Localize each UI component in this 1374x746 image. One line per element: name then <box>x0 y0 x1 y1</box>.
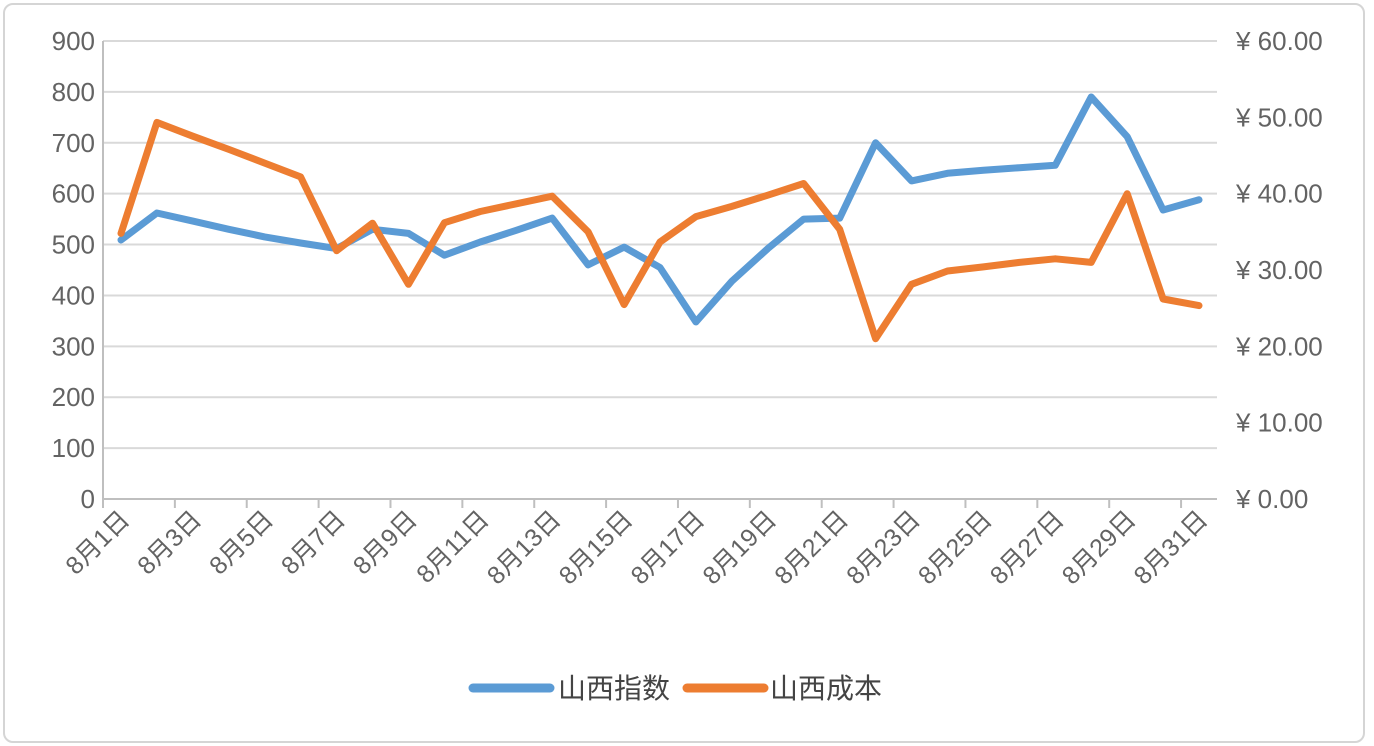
right-axis-tick-label: ¥ 60.00 <box>1235 26 1323 56</box>
left-axis-labels: 0 100 200 300 400 500 600 700 800 900 <box>52 26 95 514</box>
series-lines-group <box>117 93 1203 343</box>
series-line-index <box>117 93 1203 326</box>
x-axis-tick-label: 8月19日 <box>697 505 782 590</box>
right-axis-tick-label: ¥ 40.00 <box>1235 179 1323 209</box>
x-axis-tick-label: 8月1日 <box>60 505 135 580</box>
x-axis-tick-label: 8月25日 <box>913 505 998 590</box>
axes-group <box>102 41 1217 508</box>
x-axis-tick-label: 8月29日 <box>1057 505 1142 590</box>
x-axis-tick-label: 8月15日 <box>554 505 639 590</box>
right-axis-tick-label: ¥ 30.00 <box>1235 255 1323 285</box>
left-axis-tick-label: 900 <box>52 26 95 56</box>
x-axis-tick-label: 8月21日 <box>769 505 854 590</box>
left-axis-tick-label: 700 <box>52 128 95 158</box>
x-axis-tick-label: 8月5日 <box>204 505 279 580</box>
x-axis-tick-label: 8月31日 <box>1129 505 1214 590</box>
x-axis-labels: 8月1日8月3日8月5日8月7日8月9日8月11日8月13日8月15日8月17日… <box>60 505 1213 590</box>
left-axis-tick-label: 100 <box>52 433 95 463</box>
x-axis-tick-label: 8月27日 <box>985 505 1070 590</box>
legend-label-cost: 山西成本 <box>770 673 882 704</box>
right-axis-tick-label: ¥ 20.00 <box>1235 331 1323 361</box>
legend-label-index: 山西指数 <box>558 673 670 704</box>
chart-frame-border <box>3 3 1365 743</box>
x-axis-tick-label: 8月13日 <box>482 505 567 590</box>
left-axis-tick-label: 800 <box>52 77 95 107</box>
x-axis-tick-label: 8月17日 <box>626 505 711 590</box>
right-axis-labels: ¥ 0.00 ¥ 10.00 ¥ 20.00 ¥ 30.00 ¥ 40.00 ¥ 50.0… <box>1235 26 1323 514</box>
right-axis-tick-label: ¥ 10.00 <box>1235 408 1323 438</box>
left-axis-tick-label: 300 <box>52 331 95 361</box>
left-axis-tick-label: 200 <box>52 382 95 412</box>
right-axis-tick-label: ¥ 50.00 <box>1235 102 1323 132</box>
legend: 山西指数 山西成本 <box>468 673 882 704</box>
x-axis-tick-label: 8月23日 <box>841 505 926 590</box>
x-axis-tick-label: 8月3日 <box>132 505 207 580</box>
gridlines-group <box>103 40 1217 450</box>
left-axis-tick-label: 0 <box>81 484 95 514</box>
left-axis-tick-label: 500 <box>52 230 95 260</box>
left-axis-tick-label: 400 <box>52 280 95 310</box>
left-axis-tick-label: 600 <box>52 179 95 209</box>
x-axis-tick-label: 8月7日 <box>276 505 351 580</box>
x-axis-tick-label: 8月11日 <box>411 505 494 588</box>
series-line-cost <box>117 118 1203 343</box>
right-axis-tick-label: ¥ 0.00 <box>1235 484 1308 514</box>
